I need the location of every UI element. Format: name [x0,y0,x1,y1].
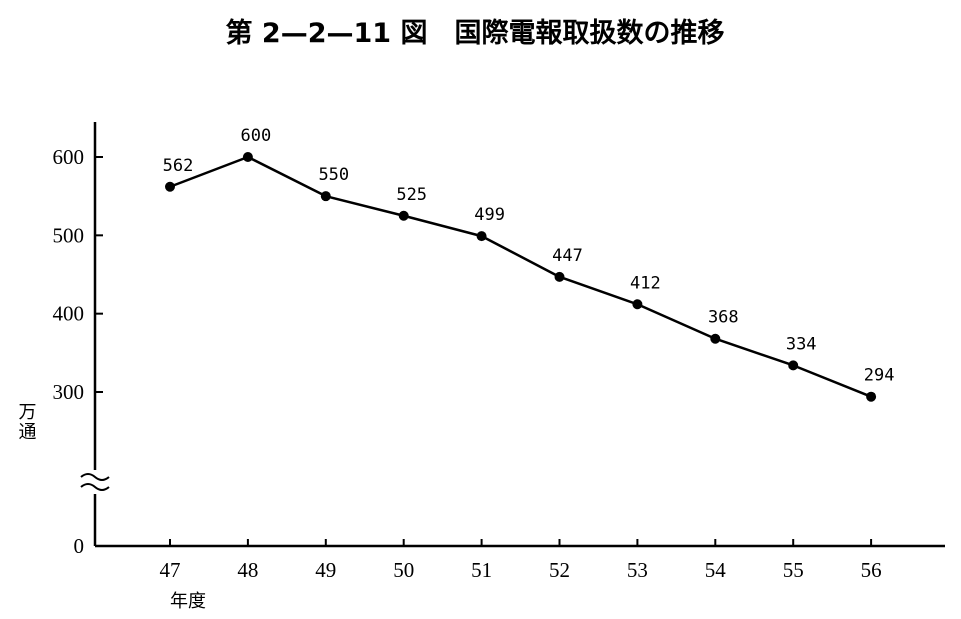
y-tick-label: 400 [53,302,85,326]
x-tick-label: 49 [315,558,336,582]
x-tick-label: 51 [471,558,492,582]
data-label: 562 [163,156,194,176]
axis-break-mark-bottom [80,483,110,491]
axes [80,122,945,548]
data-label: 294 [864,366,895,386]
data-point [710,333,721,344]
y-axis-label: 万通 [16,402,37,442]
data-point [554,271,565,282]
x-axis-label: 年度 [170,591,206,612]
data-point [165,181,175,192]
data-point [476,231,487,242]
data-point [398,210,409,221]
data-label: 499 [474,205,505,225]
data-point [320,191,331,202]
data-label: 525 [396,185,427,205]
y-tick-label: 300 [53,380,85,404]
x-ticks: 47 48 49 50 51 52 53 54 55 56 [160,539,882,582]
data-point [866,391,877,402]
x-tick-label: 53 [627,558,648,582]
data-label: 412 [630,273,661,293]
y-tick-label: 500 [53,223,85,247]
x-tick-label: 52 [549,558,570,582]
axis-break-mark-top [80,473,110,481]
data-point [788,360,799,371]
series: 562 600 550 525 499 447 412 368 334 294 [163,126,895,402]
x-tick-label: 54 [705,558,727,582]
y-tick-label: 0 [74,534,85,558]
data-label: 550 [318,165,349,185]
data-label: 334 [786,334,817,354]
data-label: 447 [552,246,583,266]
data-point [242,152,253,162]
x-tick-label: 50 [393,558,414,582]
data-label: 600 [241,126,272,146]
x-tick-label: 47 [160,558,181,582]
data-point [632,299,643,310]
series-line [169,155,872,398]
data-label: 368 [708,308,739,328]
x-tick-label: 48 [237,558,258,582]
x-tick-label: 55 [783,558,804,582]
chart-title: 第 2—2—11 図 国際電報取扱数の推移 [226,17,725,49]
y-tick-label: 600 [53,145,85,169]
y-ticks: 0 300 400 500 600 [53,145,103,558]
x-tick-label: 56 [861,558,882,582]
